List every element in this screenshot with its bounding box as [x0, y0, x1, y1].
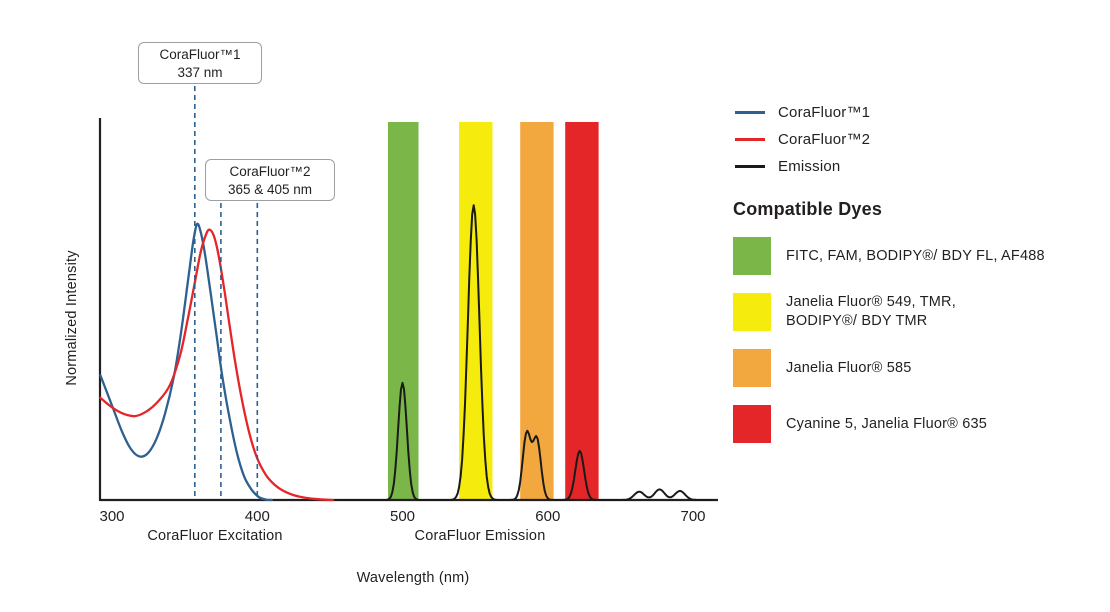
legend-label: Emission [778, 157, 841, 175]
filter-band-3 [565, 122, 599, 500]
legend-label: CoraFluor™1 [778, 103, 871, 121]
dye-color-swatch [733, 293, 771, 331]
dye-color-swatch [733, 405, 771, 443]
compatible-dyes-heading: Compatible Dyes [733, 199, 883, 219]
excitation-curve-corafluor1 [99, 222, 273, 502]
dye-label: Cyanine 5, Janelia Fluor® 635 [786, 415, 988, 432]
dye-color-swatch [733, 349, 771, 387]
callout-corafluor1-value: 337 nm [177, 65, 223, 80]
filter-band-0 [388, 122, 419, 500]
callout-corafluor2: CoraFluor™2 365 & 405 nm [205, 159, 335, 201]
legend-line-swatch [735, 137, 765, 141]
dye-color-swatch [733, 237, 771, 275]
legend-item-1: CoraFluor™2 [735, 130, 871, 148]
filter-band-1 [459, 122, 493, 500]
y-axis-label: Normalized Intensity [64, 250, 80, 386]
dye-item-3: Cyanine 5, Janelia Fluor® 635 [733, 405, 1045, 443]
legend-item-2: Emission [735, 157, 870, 175]
spectra-plot: 300 400 500 600 700 [98, 86, 718, 525]
legend-line-swatch [735, 110, 765, 114]
x-tick-500: 500 [390, 508, 415, 525]
x-axis-label: Wavelength (nm) [356, 570, 470, 586]
emission-curve [337, 204, 714, 501]
x-tick-300: 300 [99, 508, 124, 525]
x-tick-600: 600 [535, 508, 560, 525]
x-axis-section-emission: CoraFluor Emission [414, 528, 546, 544]
dye-label: FITC, FAM, BODIPY®/ BDY FL, AF488 [786, 247, 1045, 264]
x-tick-700: 700 [680, 508, 705, 525]
dye-list: FITC, FAM, BODIPY®/ BDY FL, AF488 Janelia… [733, 237, 1045, 443]
legend: CoraFluor™1 CoraFluor™2 Emission [735, 103, 871, 175]
dye-item-0: FITC, FAM, BODIPY®/ BDY FL, AF488 [733, 237, 1045, 275]
dye-label: Janelia Fluor® 585 [786, 359, 912, 376]
callout-corafluor1: CoraFluor™1 337 nm [138, 42, 262, 84]
legend-item-0: CoraFluor™1 [735, 103, 871, 121]
callout-corafluor2-value: 365 & 405 nm [227, 182, 313, 197]
legend-line-swatch [735, 164, 765, 168]
excitation-curve-corafluor2 [99, 228, 334, 502]
dye-item-2: Janelia Fluor® 585 [733, 349, 1045, 387]
callout-corafluor1-title: CoraFluor™1 [159, 47, 241, 62]
legend-label: CoraFluor™2 [778, 130, 871, 148]
callout-corafluor2-title: CoraFluor™2 [229, 164, 311, 179]
dye-label: Janelia Fluor® 549, TMR, BODIPY®/ BDY TMR [786, 294, 956, 329]
x-axis-section-excitation: CoraFluor Excitation [147, 528, 283, 544]
dye-item-1: Janelia Fluor® 549, TMR, BODIPY®/ BDY TMR [733, 293, 1045, 331]
x-tick-400: 400 [245, 508, 270, 525]
